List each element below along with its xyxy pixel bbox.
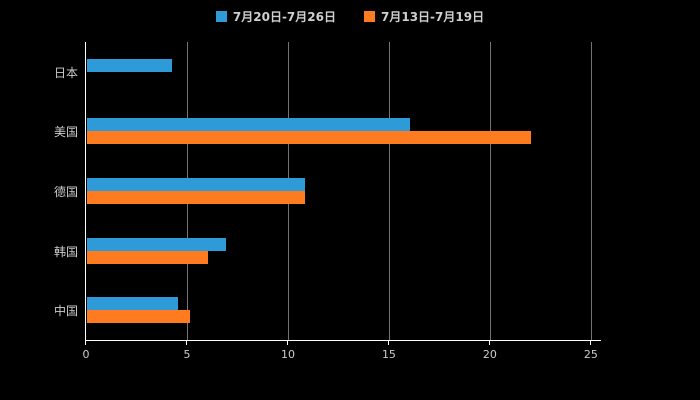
bar-series1-cat1 xyxy=(87,131,532,145)
x-tickmark-5 xyxy=(185,341,187,345)
bar-series0-cat2 xyxy=(87,178,306,191)
category-label-0: 日本 xyxy=(53,65,78,80)
x-tickmark-25 xyxy=(589,341,591,345)
x-tickmark-15 xyxy=(387,341,389,345)
bar-series1-cat2 xyxy=(87,191,306,204)
legend-swatch-blue-icon xyxy=(215,11,227,22)
plot-area xyxy=(85,42,601,341)
x-gridline-25 xyxy=(590,42,592,340)
legend: 7月20日-7月26日 7月13日-7月19日 xyxy=(0,8,700,25)
legend-item-week-jul13-19[interactable]: 7月13日-7月19日 xyxy=(364,8,484,25)
x-tick-label-25: 25 xyxy=(583,348,598,361)
x-tick-label-5: 5 xyxy=(183,348,191,361)
bar-series0-cat1 xyxy=(87,118,411,132)
category-label-3: 韩国 xyxy=(53,244,78,259)
legend-label-week-jul13-19: 7月13日-7月19日 xyxy=(381,10,485,24)
x-tickmark-20 xyxy=(488,341,490,345)
x-tick-label-15: 15 xyxy=(381,348,396,361)
legend-swatch-orange-icon xyxy=(364,11,375,22)
category-label-2: 德国 xyxy=(53,185,78,199)
x-gridline-20 xyxy=(489,42,491,340)
x-tick-label-0: 0 xyxy=(82,348,90,361)
x-tick-label-20: 20 xyxy=(482,348,497,361)
bar-series1-cat4 xyxy=(87,310,190,324)
x-gridline-15 xyxy=(388,42,390,340)
x-tickmark-0 xyxy=(85,341,86,345)
bar-series0-cat3 xyxy=(87,237,227,251)
x-tick-label-10: 10 xyxy=(280,348,295,361)
x-tickmark-10 xyxy=(286,341,288,345)
legend-label-week-jul20-26: 7月20日-7月26日 xyxy=(232,10,336,24)
category-label-4: 中国 xyxy=(53,304,78,319)
bar-series1-cat3 xyxy=(87,250,209,264)
legend-item-week-jul20-26[interactable]: 7月20日-7月26日 xyxy=(215,8,336,25)
category-label-1: 美国 xyxy=(53,125,78,140)
bar-series0-cat4 xyxy=(87,297,178,311)
bar-series0-cat0 xyxy=(87,58,172,72)
